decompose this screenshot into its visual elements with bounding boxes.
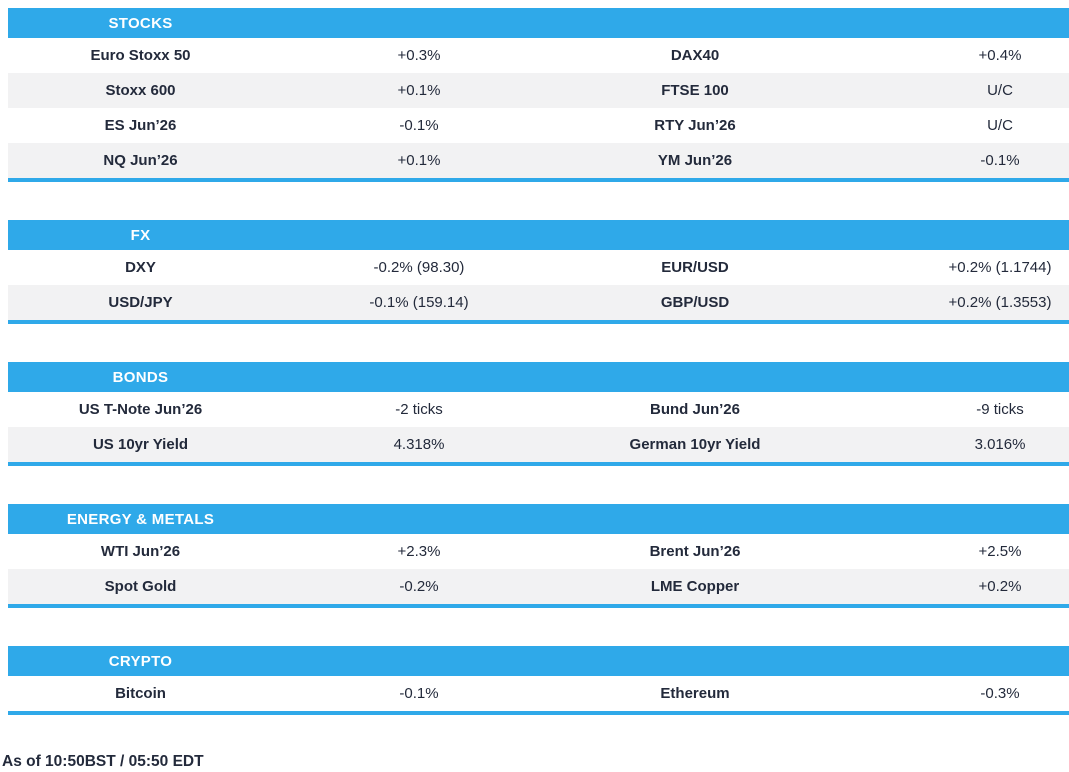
instrument-value: +0.2% [978, 578, 1022, 595]
instrument-label: Bund Jun’26 [649, 401, 740, 418]
table-row: USD/JPY -0.1% (159.14) GBP/USD +0.2% (1.… [8, 285, 1069, 320]
section-title: ENERGY & METALS [66, 510, 215, 528]
instrument-value: -0.1% (159.14) [369, 294, 469, 311]
instrument-label: FTSE 100 [661, 82, 729, 99]
instrument-label: DAX40 [670, 47, 720, 64]
instrument-label: US T-Note Jun’26 [78, 401, 203, 418]
instrument-value: +0.1% [397, 152, 441, 169]
table-row: Bitcoin -0.1% Ethereum -0.3% [8, 676, 1069, 711]
table-row: Spot Gold -0.2% LME Copper +0.2% [8, 569, 1069, 604]
instrument-label: EUR/USD [661, 259, 729, 276]
instrument-label: Euro Stoxx 50 [90, 47, 191, 64]
instrument-label: NQ Jun’26 [103, 152, 178, 169]
instrument-value: U/C [987, 82, 1013, 99]
instrument-value: -0.2% (98.30) [373, 259, 465, 276]
instrument-value: U/C [987, 117, 1013, 134]
timestamp-note: As of 10:50BST / 05:50 EDT [2, 753, 204, 770]
section-header-energy-metals: ENERGY & METALS [8, 504, 1069, 534]
market-summary-table: STOCKS Euro Stoxx 50 +0.3% DAX40 +0.4% S… [8, 8, 1069, 715]
section-rows: Bitcoin -0.1% Ethereum -0.3% [8, 676, 1069, 711]
instrument-label: DXY [125, 259, 156, 276]
section-title: CRYPTO [108, 652, 173, 670]
instrument-label: Spot Gold [104, 578, 177, 595]
table-row: Stoxx 600 +0.1% FTSE 100 U/C [8, 73, 1069, 108]
section-bonds: BONDS US T-Note Jun’26 -2 ticks Bund Jun… [8, 362, 1069, 466]
instrument-label: US 10yr Yield [92, 436, 189, 453]
instrument-value: 3.016% [974, 436, 1026, 453]
section-header-fx: FX [8, 220, 1069, 250]
section-header-crypto: CRYPTO [8, 646, 1069, 676]
section-fx: FX DXY -0.2% (98.30) EUR/USD +0.2% (1.17… [8, 220, 1069, 324]
section-energy-metals: ENERGY & METALS WTI Jun’26 +2.3% Brent J… [8, 504, 1069, 608]
instrument-label: Bitcoin [115, 685, 166, 702]
table-row: Euro Stoxx 50 +0.3% DAX40 +0.4% [8, 38, 1069, 73]
instrument-label: Brent Jun’26 [649, 543, 741, 560]
instrument-value: +2.5% [978, 543, 1022, 560]
instrument-value: -0.3% [980, 685, 1020, 702]
instrument-label: ES Jun’26 [104, 117, 177, 134]
table-row: NQ Jun’26 +0.1% YM Jun’26 -0.1% [8, 143, 1069, 178]
instrument-value: -0.1% [399, 117, 439, 134]
section-rows: US T-Note Jun’26 -2 ticks Bund Jun’26 -9… [8, 392, 1069, 462]
instrument-label: YM Jun’26 [657, 152, 733, 169]
table-row: WTI Jun’26 +2.3% Brent Jun’26 +2.5% [8, 534, 1069, 569]
section-rows: WTI Jun’26 +2.3% Brent Jun’26 +2.5% Spot… [8, 534, 1069, 604]
section-stocks: STOCKS Euro Stoxx 50 +0.3% DAX40 +0.4% S… [8, 8, 1069, 182]
instrument-label: GBP/USD [660, 294, 730, 311]
instrument-value: -9 ticks [976, 401, 1024, 418]
table-row: US 10yr Yield 4.318% German 10yr Yield 3… [8, 427, 1069, 462]
instrument-value: -0.2% [399, 578, 439, 595]
instrument-value: +2.3% [397, 543, 441, 560]
instrument-value: -2 ticks [395, 401, 443, 418]
instrument-value: +0.3% [397, 47, 441, 64]
table-row: DXY -0.2% (98.30) EUR/USD +0.2% (1.1744) [8, 250, 1069, 285]
section-title: STOCKS [108, 14, 173, 32]
instrument-label: German 10yr Yield [629, 436, 761, 453]
table-row: ES Jun’26 -0.1% RTY Jun’26 U/C [8, 108, 1069, 143]
instrument-value: +0.2% (1.3553) [948, 294, 1052, 311]
table-row: US T-Note Jun’26 -2 ticks Bund Jun’26 -9… [8, 392, 1069, 427]
instrument-value: +0.1% [397, 82, 441, 99]
section-header-bonds: BONDS [8, 362, 1069, 392]
instrument-label: Ethereum [660, 685, 730, 702]
instrument-value: +0.2% (1.1744) [948, 259, 1052, 276]
instrument-value: +0.4% [978, 47, 1022, 64]
instrument-value: -0.1% [980, 152, 1020, 169]
instrument-label: LME Copper [650, 578, 740, 595]
instrument-label: Stoxx 600 [105, 82, 176, 99]
instrument-label: WTI Jun’26 [100, 543, 181, 560]
instrument-value: 4.318% [393, 436, 445, 453]
section-rows: Euro Stoxx 50 +0.3% DAX40 +0.4% Stoxx 60… [8, 38, 1069, 178]
section-title: FX [130, 226, 151, 244]
instrument-label: USD/JPY [108, 294, 173, 311]
section-rows: DXY -0.2% (98.30) EUR/USD +0.2% (1.1744)… [8, 250, 1069, 320]
instrument-value: -0.1% [399, 685, 439, 702]
instrument-label: RTY Jun’26 [654, 117, 736, 134]
section-crypto: CRYPTO Bitcoin -0.1% Ethereum -0.3% [8, 646, 1069, 715]
section-header-stocks: STOCKS [8, 8, 1069, 38]
section-title: BONDS [112, 368, 169, 386]
